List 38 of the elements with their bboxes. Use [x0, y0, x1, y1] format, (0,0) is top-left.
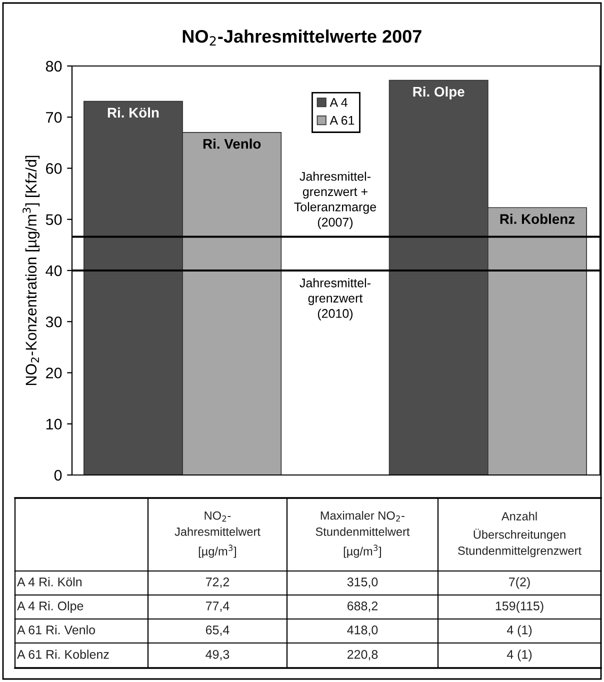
text: A 61 Ri. Venlo: [17, 625, 96, 634]
text: NO$_{2}$- Jahresmittelwert [µg/m$^{3}$]: [174, 511, 260, 558]
y-tick-label: 70: [46, 112, 62, 123]
y-tick-label: 40: [46, 265, 62, 276]
chart-title: NO$_{2}$-Jahresmittelwerte 2007: [182, 29, 422, 46]
text: 220,8: [347, 650, 378, 660]
y-tick-label: 10: [46, 418, 62, 430]
y-tick-label: 30: [46, 316, 62, 328]
text: Anzahl Überschreitungen Stundenmittelgrenzwert: [458, 512, 582, 558]
y-tick-label: 20: [46, 368, 62, 378]
text: 65,4: [206, 626, 230, 636]
text: 49,3: [206, 650, 230, 660]
data-label: Ri. Koblenz: [500, 214, 575, 224]
text: 159(115): [496, 601, 544, 613]
text: 4 (1): [506, 625, 532, 637]
data-label: Ri. Olpe: [413, 86, 464, 100]
text: 688,2: [347, 602, 378, 612]
y-axis-title: NO$_{2}$-Konzentration [µg/m$^{3}$] [Kfz/d]: [22, 156, 40, 386]
text: 418,0: [347, 626, 378, 636]
text: A 61 Ri. Koblenz: [17, 650, 109, 659]
y-tick-label: 80: [46, 60, 62, 72]
ref-line-label: Jahresmittel- grenzwert (2010): [300, 278, 370, 320]
text: 315,0: [347, 578, 378, 588]
text: 77,4: [206, 602, 230, 612]
data-label: Ri. Venlo: [203, 138, 261, 149]
y-tick-label: 50: [46, 214, 62, 226]
text: A 4 Ri. Olpe: [17, 601, 84, 613]
text: 7(2): [509, 577, 530, 589]
text: A 4 Ri. Köln: [17, 577, 82, 586]
data-label: Ri. Köln: [108, 107, 159, 118]
y-tick-label: 0: [54, 470, 62, 481]
legend-label: A 61: [330, 116, 354, 125]
text: Maximaler NO$_{2}$- Stundenmittelwert [µg/m$^{3}$]: [316, 511, 410, 558]
legend-label: A 4: [330, 98, 348, 107]
y-tick-label: 60: [46, 163, 62, 174]
text: 4 (1): [506, 650, 532, 662]
ref-line-label: Jahresmittel- grenzwert + Toleranzmarge (2007): [294, 172, 376, 230]
text: 72,2: [206, 578, 230, 588]
